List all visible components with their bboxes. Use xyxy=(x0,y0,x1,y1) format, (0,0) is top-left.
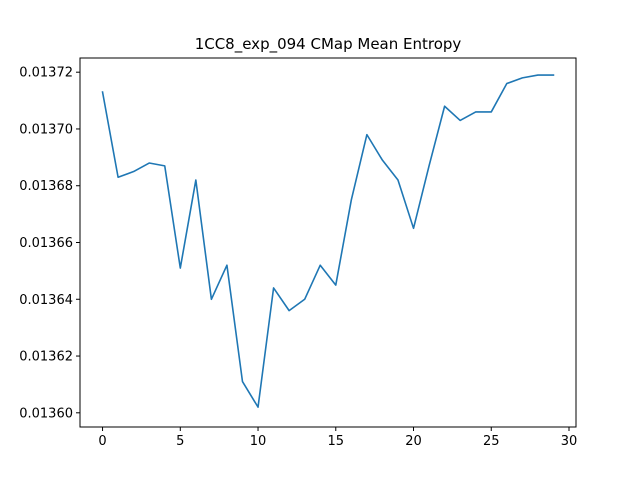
data-point xyxy=(179,267,182,270)
data-point xyxy=(505,82,508,85)
y-tick-label: 0.01360 xyxy=(19,406,73,421)
data-point xyxy=(552,74,555,77)
data-point xyxy=(350,198,353,201)
data-point xyxy=(365,133,368,136)
data-point xyxy=(257,406,260,409)
data-point xyxy=(490,110,493,113)
x-tick-label: 25 xyxy=(483,434,500,449)
y-tick-label: 0.01372 xyxy=(19,66,73,81)
y-tick-label: 0.01366 xyxy=(19,236,73,251)
data-point xyxy=(288,309,291,312)
data-point xyxy=(101,91,104,94)
y-tick-label: 0.01370 xyxy=(19,122,73,137)
x-tick-label: 10 xyxy=(250,434,267,449)
data-point xyxy=(459,119,462,122)
data-point xyxy=(163,164,166,167)
data-point xyxy=(194,179,197,182)
data-point xyxy=(148,162,151,165)
data-point xyxy=(396,179,399,182)
data-point xyxy=(474,110,477,113)
data-point xyxy=(272,286,275,289)
data-point xyxy=(319,264,322,267)
series-line xyxy=(101,74,555,408)
data-point xyxy=(536,74,539,77)
data-point xyxy=(225,264,228,267)
x-tick-label: 15 xyxy=(328,434,345,449)
y-tick-label: 0.01368 xyxy=(19,179,73,194)
data-point xyxy=(132,170,135,173)
y-tick-label: 0.01362 xyxy=(19,350,73,365)
data-point xyxy=(210,298,213,301)
x-tick-label: 5 xyxy=(176,434,184,449)
data-point xyxy=(381,159,384,162)
y-tick-label: 0.01364 xyxy=(19,293,73,308)
data-point xyxy=(521,76,524,79)
data-point xyxy=(241,380,244,383)
data-point xyxy=(303,298,306,301)
data-point xyxy=(334,284,337,287)
x-tick-label: 0 xyxy=(98,434,106,449)
x-tick-label: 30 xyxy=(561,434,578,449)
chart-title: 1CC8_exp_094 CMap Mean Entropy xyxy=(195,35,462,54)
x-tick-label: 20 xyxy=(405,434,422,449)
data-point xyxy=(412,227,415,230)
data-point xyxy=(428,164,431,167)
data-point xyxy=(117,176,120,179)
data-point xyxy=(443,105,446,108)
